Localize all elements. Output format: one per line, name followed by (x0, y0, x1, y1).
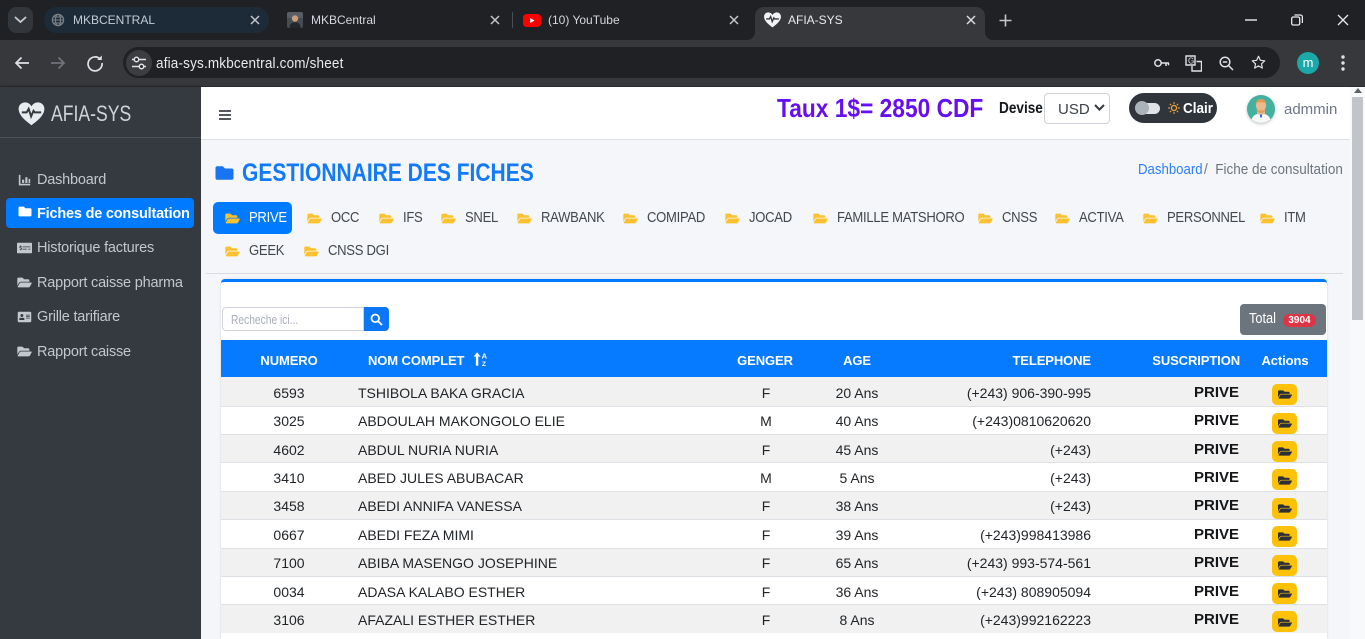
svg-text:Z: Z (482, 361, 486, 366)
svg-text:A: A (482, 352, 488, 360)
svg-text:G: G (1188, 57, 1194, 66)
